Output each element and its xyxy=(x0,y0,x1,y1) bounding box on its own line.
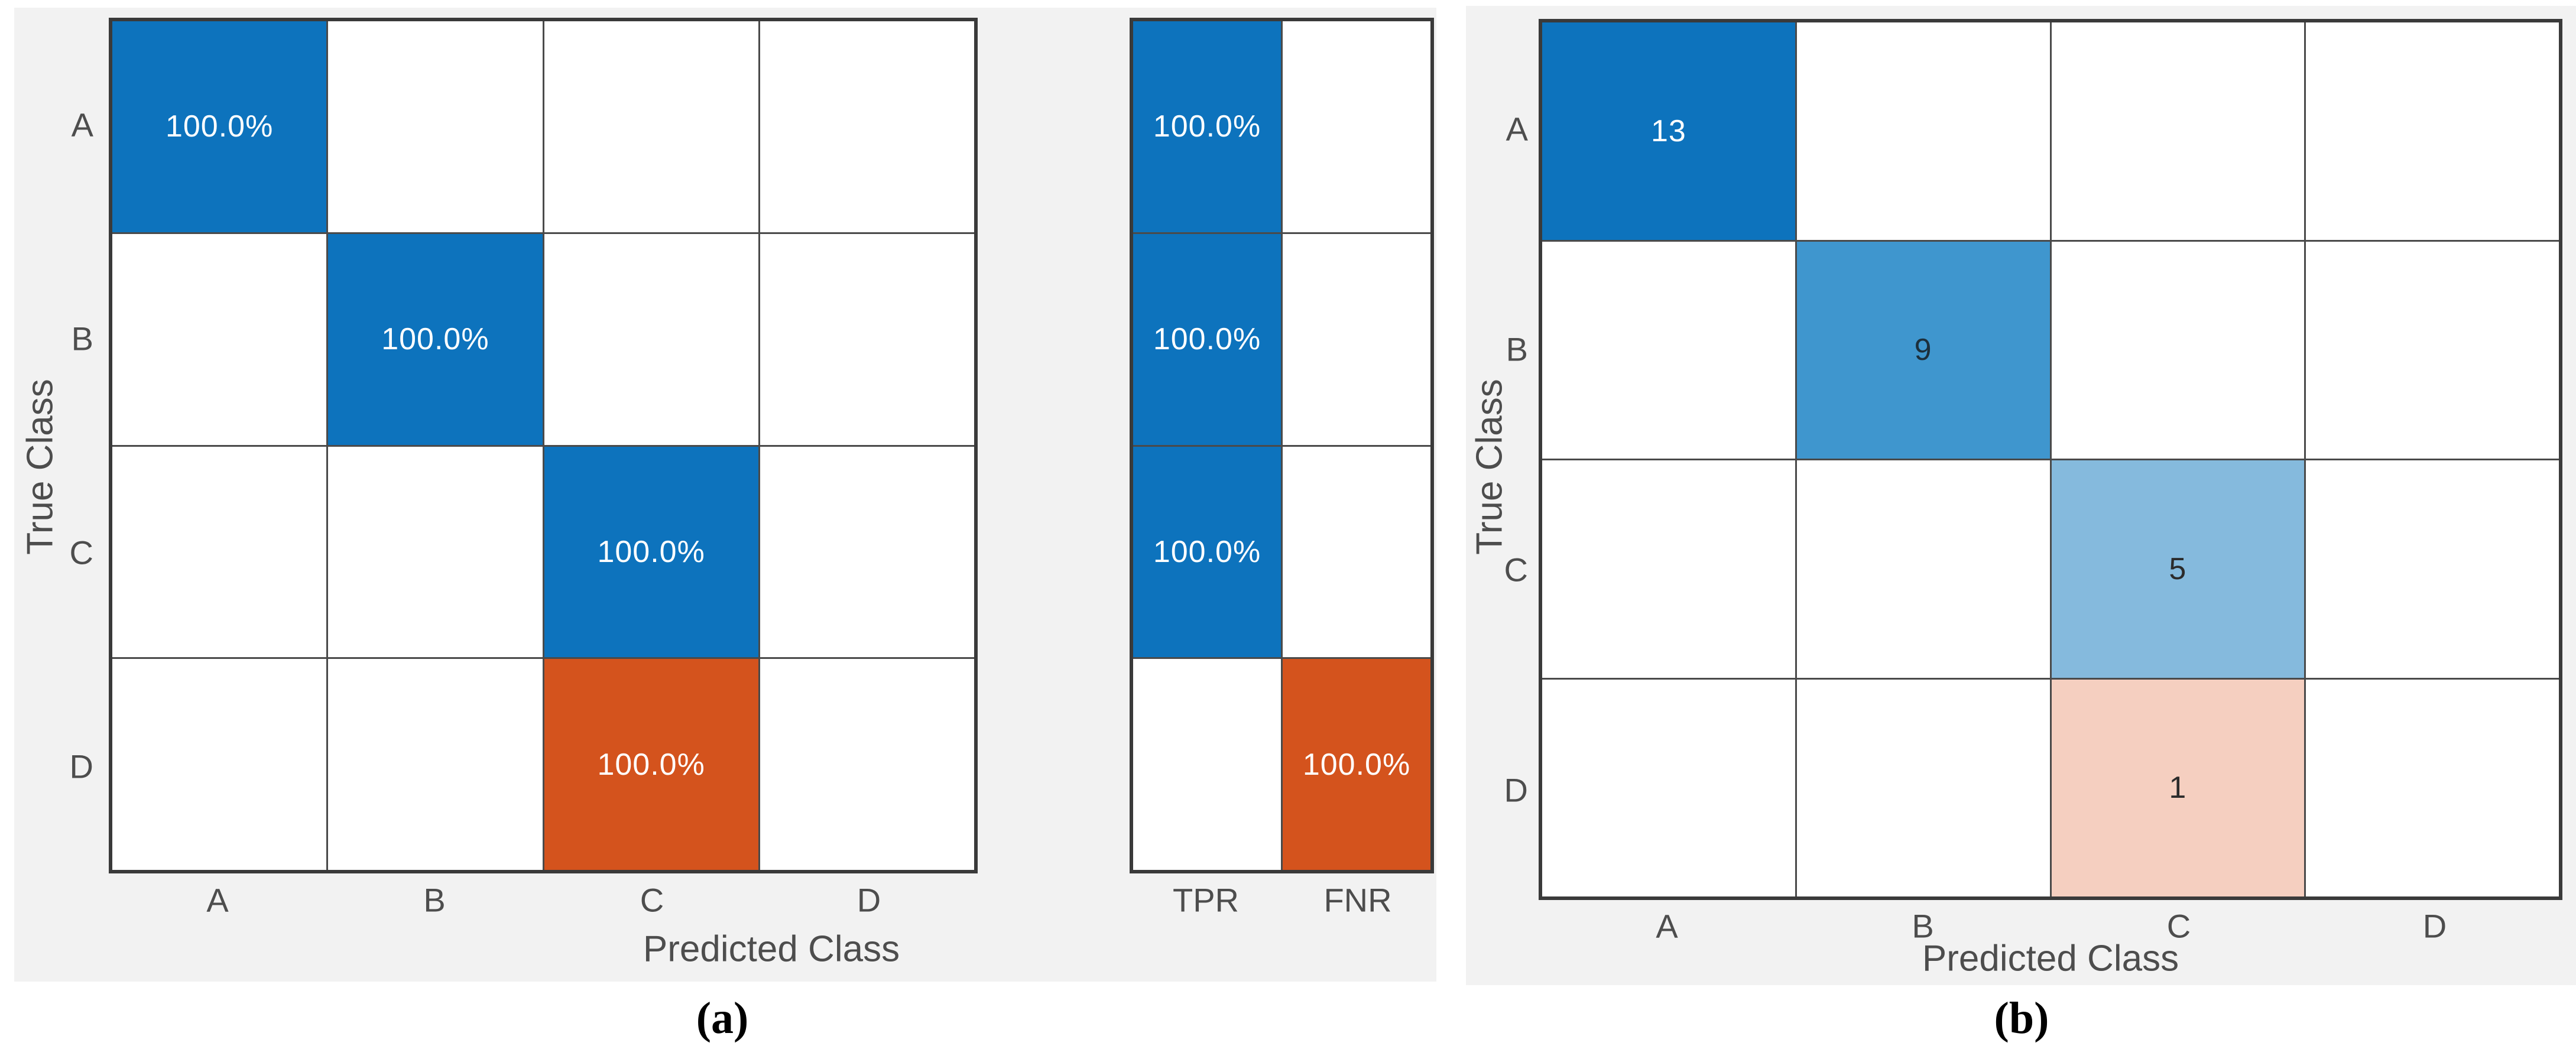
matrix-cell-b-B-3 xyxy=(2306,241,2559,459)
matrix-cell-b-A-2 xyxy=(2051,22,2305,240)
matrix-cell-a-A-3 xyxy=(760,21,974,232)
matrix-cell-b-A-3 xyxy=(2306,22,2559,240)
matrix-cell-b-D-2: 1 xyxy=(2051,679,2305,896)
row-label-b-A: A xyxy=(1506,110,1528,148)
matrix-cell-b-D-0 xyxy=(1542,679,1795,896)
y-axis-title-b: True Class xyxy=(1469,379,1510,555)
matrix-cell-b-C-1 xyxy=(1796,460,2050,678)
matrix-cell-a-D-0 xyxy=(112,659,327,870)
summary-cell-a-C-1 xyxy=(1283,446,1430,658)
column-label-b-D: D xyxy=(2422,907,2447,945)
subfigure-caption-b: (b) xyxy=(1994,993,2049,1043)
matrix-cell-b-B-0 xyxy=(1542,241,1795,459)
matrix-cell-a-C-0 xyxy=(112,446,327,658)
column-label-a-C: C xyxy=(640,881,664,919)
summary-cell-a-D-1: 100.0% xyxy=(1283,659,1430,870)
row-label-a-A: A xyxy=(71,106,93,144)
x-axis-title-a: Predicted Class xyxy=(643,928,900,970)
summary-column-label-a-FNR: FNR xyxy=(1323,881,1392,919)
column-label-a-A: A xyxy=(206,881,229,919)
matrix-cell-b-D-3 xyxy=(2306,679,2559,896)
matrix-cell-b-C-2: 5 xyxy=(2051,460,2305,678)
summary-cell-a-A-1 xyxy=(1283,21,1430,232)
row-label-b-C: C xyxy=(1504,551,1528,589)
tpr-fnr-summary-a: 100.0% 100.0% 100.0% 100.0% xyxy=(1130,18,1434,873)
matrix-cell-a-D-1 xyxy=(328,659,543,870)
matrix-cell-a-B-2 xyxy=(544,233,758,445)
summary-column-label-a-TPR: TPR xyxy=(1173,881,1239,919)
summary-cell-a-A-0: 100.0% xyxy=(1133,21,1281,232)
matrix-cell-a-C-2: 100.0% xyxy=(544,446,758,658)
matrix-cell-a-D-3 xyxy=(760,659,974,870)
matrix-cell-b-B-1: 9 xyxy=(1796,241,2050,459)
matrix-cell-b-C-0 xyxy=(1542,460,1795,678)
matrix-cell-a-A-2 xyxy=(544,21,758,232)
matrix-cell-b-A-1 xyxy=(1796,22,2050,240)
column-label-b-C: C xyxy=(2166,907,2191,945)
row-label-b-B: B xyxy=(1506,330,1528,368)
matrix-cell-b-A-0: 13 xyxy=(1542,22,1795,240)
row-label-a-C: C xyxy=(69,534,93,571)
summary-cell-a-D-0 xyxy=(1133,659,1281,870)
confusion-matrix-a: 100.0% 100.0% 100.0% 100.0% xyxy=(109,18,978,873)
matrix-cell-a-B-1: 100.0% xyxy=(328,233,543,445)
row-label-b-D: D xyxy=(1504,771,1528,809)
matrix-cell-a-A-0: 100.0% xyxy=(112,21,327,232)
row-label-a-D: D xyxy=(69,748,93,785)
row-label-a-B: B xyxy=(71,320,93,358)
summary-cell-a-C-0: 100.0% xyxy=(1133,446,1281,658)
y-axis-title-a: True Class xyxy=(20,379,61,555)
matrix-cell-a-D-2: 100.0% xyxy=(544,659,758,870)
x-axis-title-b: Predicted Class xyxy=(1922,938,2179,979)
matrix-cell-a-C-3 xyxy=(760,446,974,658)
column-label-b-B: B xyxy=(1912,907,1934,945)
subfigure-caption-a: (a) xyxy=(696,993,749,1043)
column-label-a-B: B xyxy=(423,881,446,919)
matrix-cell-a-A-1 xyxy=(328,21,543,232)
column-label-a-D: D xyxy=(856,881,881,919)
column-label-b-A: A xyxy=(1656,907,1678,945)
matrix-cell-a-C-1 xyxy=(328,446,543,658)
matrix-cell-b-B-2 xyxy=(2051,241,2305,459)
matrix-cell-a-B-3 xyxy=(760,233,974,445)
matrix-cell-a-B-0 xyxy=(112,233,327,445)
matrix-cell-b-C-3 xyxy=(2306,460,2559,678)
matrix-cell-b-D-1 xyxy=(1796,679,2050,896)
summary-cell-a-B-0: 100.0% xyxy=(1133,233,1281,445)
confusion-matrix-b: 13 9 5 1 xyxy=(1539,19,2562,900)
summary-cell-a-B-1 xyxy=(1283,233,1430,445)
